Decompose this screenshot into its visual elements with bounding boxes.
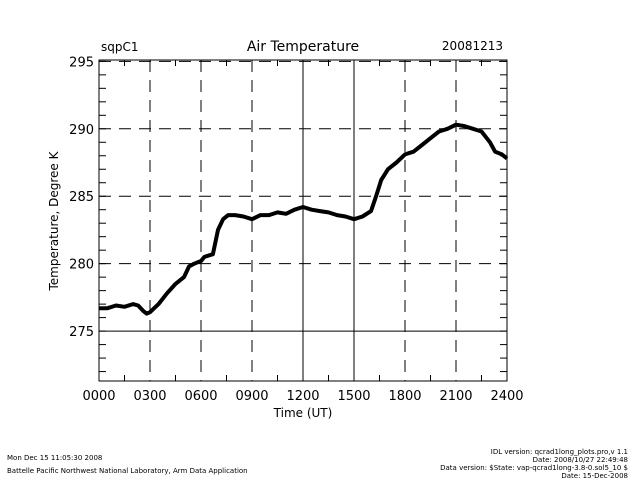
y-tick-label: 290 <box>69 123 94 138</box>
data-version: Data version: $State: vap-qcrad1long-3.8… <box>440 464 628 472</box>
idl-date: Date: 2008/10/27 22:49:48 <box>532 456 628 464</box>
footer-organization: Battelle Pacific Northwest National Labo… <box>7 467 248 475</box>
x-tick-label: 1500 <box>337 389 370 404</box>
chart-title: Air Temperature <box>247 39 359 55</box>
footer-timestamp: Mon Dec 15 11:05:30 2008 <box>7 454 103 462</box>
y-axis-label: Temperature, Degree K <box>47 150 61 291</box>
x-tick-label: 1200 <box>286 389 319 404</box>
x-tick-label: 1800 <box>388 389 421 404</box>
y-tick-label: 275 <box>69 325 94 340</box>
y-tick-label: 295 <box>69 55 94 70</box>
x-tick-label: 2100 <box>439 389 472 404</box>
x-tick-label: 0900 <box>235 389 268 404</box>
x-tick-label: 0000 <box>82 389 115 404</box>
footer-version-block: IDL version: qcrad1long_plots.pro,v 1.1 … <box>440 448 628 480</box>
x-tick-label: 0300 <box>133 389 166 404</box>
site-label: sqpC1 <box>101 40 139 54</box>
data-date: Date: 15-Dec-2008 <box>561 472 628 480</box>
x-axis-label: Time (UT) <box>273 406 333 420</box>
x-tick-label: 0600 <box>184 389 217 404</box>
x-tick-label: 2400 <box>490 389 523 404</box>
idl-version: IDL version: qcrad1long_plots.pro,v 1.1 <box>490 448 628 456</box>
y-tick-label: 285 <box>69 190 94 205</box>
date-label: 20081213 <box>442 39 503 53</box>
y-tick-label: 280 <box>69 258 94 273</box>
plot-frame <box>98 59 508 382</box>
series-line-air-temperature <box>99 122 509 316</box>
grid-lines <box>99 60 507 381</box>
